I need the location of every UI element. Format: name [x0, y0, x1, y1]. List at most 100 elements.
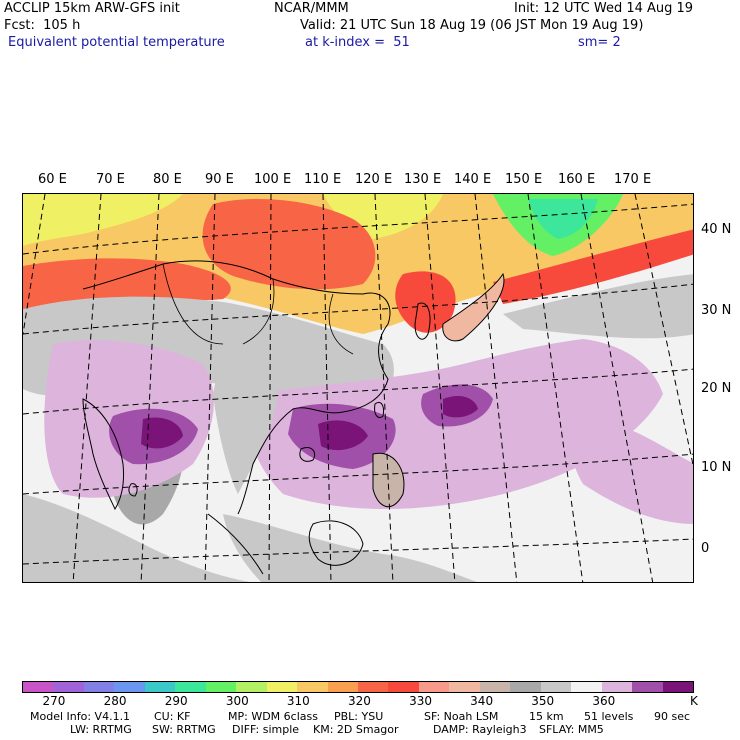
colorbar-cell: [571, 682, 602, 692]
colorbar-cell: [662, 682, 693, 692]
footer-item: SF: Noah LSM: [424, 710, 499, 723]
lon-label-90e: 90 E: [205, 172, 234, 187]
coastline-india: [82, 398, 124, 511]
field-name: Equivalent potential temperature: [8, 35, 225, 50]
footer-item: DIFF: simple: [232, 723, 300, 736]
graticule: [23, 194, 693, 582]
footer-item: LW: RRTMG: [70, 723, 132, 736]
theta-e-map: [23, 194, 693, 582]
colorbar-cell: [510, 682, 541, 692]
region-grey-indonesia: [223, 514, 478, 582]
region-red-pacific: [493, 229, 693, 304]
region-red-east: [395, 271, 456, 333]
region-indochina: [213, 344, 278, 494]
footer-item: MP: WDM 6class: [228, 710, 318, 723]
colorbar-cell: [114, 682, 145, 692]
lat-label-10n: 10 N: [701, 460, 732, 475]
colorbar-cell: [418, 682, 450, 692]
coastline-japan: [442, 272, 505, 342]
footer-item: Model Info: V4.1.1: [30, 710, 131, 723]
colorbar-cell: [540, 682, 572, 692]
footer-item: CU: KF: [154, 710, 191, 723]
footer-item: SW: RRTMG: [152, 723, 216, 736]
colorbar-cell: [266, 682, 298, 692]
lat-label-40n: 40 N: [701, 222, 732, 237]
region-north-yellow: [23, 194, 183, 246]
colorbar-cell: [632, 682, 663, 692]
colorbar-cell: [479, 682, 511, 692]
region-lavender-east: [571, 414, 693, 524]
lon-label-80e: 80 E: [153, 172, 182, 187]
region-philippines: [373, 453, 404, 507]
footer-item: 90 sec: [654, 710, 691, 723]
region-darkpurple-wp: [443, 395, 478, 418]
coastline-asia: [82, 260, 391, 515]
footer-item: KM: 2D Smagor: [313, 723, 399, 736]
lon-label-140e: 140 E: [454, 172, 492, 187]
coastline-hainan: [299, 446, 316, 462]
colorbar-cell: [53, 682, 84, 692]
colorbar-tick-label: 340: [470, 694, 494, 708]
map-panel: [22, 193, 694, 583]
colorbar-tick-label: 270: [42, 694, 66, 708]
smoothing-value: sm= 2: [578, 35, 621, 50]
lon-label-120e: 120 E: [355, 172, 393, 187]
colorbar-cell: [601, 682, 633, 692]
center-name: NCAR/MMM: [274, 1, 349, 16]
lat-label-0: 0: [701, 541, 710, 556]
coastline-borneo: [308, 520, 364, 566]
colorbar-cell: [205, 682, 237, 692]
colorbar-cell: [449, 682, 480, 692]
coastline-taiwan: [374, 401, 384, 418]
coastline-korea: [414, 302, 431, 340]
colorbar-tick-label: 360: [592, 694, 616, 708]
lon-label-60e: 60 E: [38, 172, 67, 187]
region-green-core: [528, 199, 598, 239]
lat-label-20n: 20 N: [701, 381, 732, 396]
model-title: ACCLIP 15km ARW-GFS init: [4, 1, 180, 16]
colorbar-tick-label: 310: [286, 694, 310, 708]
region-grey-pacific: [503, 274, 693, 339]
colorbar-tick-label: 280: [103, 694, 127, 708]
colorbar-cell: [327, 682, 358, 692]
footer-item: 15 km: [529, 710, 564, 723]
region-red-tibet: [202, 199, 376, 290]
init-time: Init: 12 UTC Wed 14 Aug 19: [514, 1, 694, 16]
footer-item: 51 levels: [584, 710, 634, 723]
lon-label-160e: 160 E: [558, 172, 596, 187]
lon-label-110e: 110 E: [304, 172, 342, 187]
region-darkpurple-scs: [318, 420, 368, 451]
colorbar-cell: [144, 682, 176, 692]
colorbar-tick-label: 300: [225, 694, 249, 708]
coastline-philippines: [372, 452, 405, 507]
colorbar-tick-label: 350: [531, 694, 555, 708]
colorbar-cell: [297, 682, 328, 692]
coastline-sri-lanka: [128, 483, 138, 497]
footer-item: PBL: YSU: [334, 710, 384, 723]
region-darkpurple-bob: [141, 417, 183, 449]
forecast-hour: Fcst: 105 h: [4, 18, 81, 33]
colorbar: [22, 681, 694, 693]
lat-label-30n: 30 N: [701, 303, 732, 318]
colorbar-cell: [175, 682, 206, 692]
valid-time: Valid: 21 UTC Sun 18 Aug 19 (06 JST Mon …: [300, 18, 644, 33]
coastline-sumatra: [207, 513, 264, 575]
lon-label-100e: 100 E: [254, 172, 292, 187]
lon-label-70e: 70 E: [96, 172, 125, 187]
colorbar-tick-label: 290: [164, 694, 188, 708]
colorbar-tick-label: 330: [409, 694, 432, 708]
footer-item: SFLAY: MM5: [539, 723, 604, 736]
level-index: at k-index = 51: [305, 35, 410, 50]
colorbar-cell: [236, 682, 267, 692]
border-lines: [162, 263, 354, 355]
region-grey-south: [23, 494, 251, 582]
colorbar-unit: K: [690, 694, 698, 708]
footer-item: DAMP: Rayleigh3: [433, 723, 527, 736]
colorbar-tick-label: 320: [348, 694, 371, 708]
lon-label-130e: 130 E: [404, 172, 442, 187]
lon-label-150e: 150 E: [505, 172, 543, 187]
colorbar-cell: [357, 682, 389, 692]
colorbar-cell: [83, 682, 115, 692]
colorbar-cell: [388, 682, 419, 692]
colorbar-cell: [23, 682, 54, 692]
